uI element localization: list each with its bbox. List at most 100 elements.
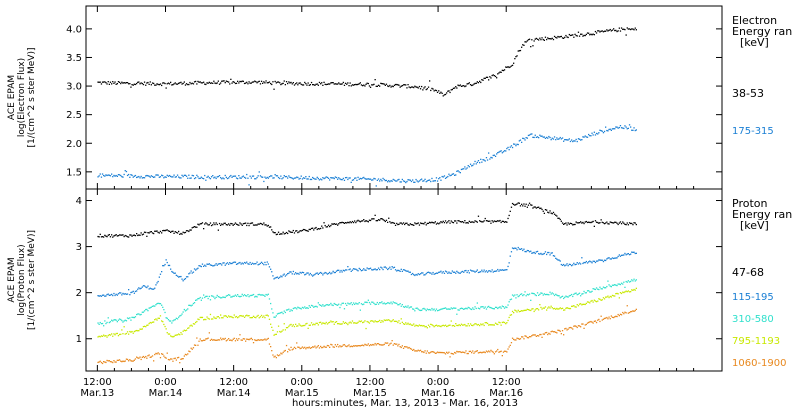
data-point [325, 176, 327, 178]
data-point [379, 302, 381, 304]
data-point [114, 319, 116, 321]
data-point [597, 260, 599, 262]
data-point [538, 335, 540, 337]
data-point [306, 84, 308, 86]
data-point [588, 301, 590, 303]
data-point [314, 273, 316, 276]
data-point [551, 137, 553, 139]
data-point [535, 308, 537, 310]
data-point [139, 83, 141, 85]
data-point [210, 176, 213, 178]
data-point [128, 289, 130, 291]
data-point [618, 27, 620, 29]
data-point [501, 269, 503, 271]
data-point [272, 81, 274, 83]
data-point [389, 221, 391, 223]
data-point [372, 179, 374, 181]
data-point [494, 220, 497, 223]
data-point [427, 222, 430, 224]
data-point [285, 175, 288, 178]
data-point [483, 220, 485, 222]
data-point [374, 79, 376, 81]
data-point [237, 294, 239, 296]
data-point [148, 175, 150, 177]
data-point [297, 84, 299, 86]
data-point [510, 251, 513, 253]
data-point [531, 133, 533, 135]
data-point [362, 344, 364, 346]
data-point [502, 351, 505, 353]
data-point [154, 287, 156, 289]
data-point [223, 315, 225, 317]
legend-entry: 1060-1900 [732, 358, 787, 369]
data-point [158, 302, 160, 305]
data-point [595, 321, 598, 324]
data-point [442, 352, 444, 354]
data-point [348, 269, 350, 271]
data-point [150, 306, 152, 308]
data-point [414, 310, 416, 312]
data-point [384, 319, 386, 322]
data-point [237, 317, 239, 319]
data-point [260, 294, 263, 296]
data-point [228, 177, 230, 179]
data-point [224, 296, 226, 299]
data-point [588, 261, 590, 263]
data-point [492, 74, 494, 76]
data-point [195, 269, 197, 271]
data-point [234, 261, 237, 263]
y-tick-label: 1.5 [66, 167, 82, 178]
data-point [301, 84, 304, 86]
data-point [541, 135, 543, 137]
data-point [501, 355, 503, 357]
data-point [134, 290, 137, 293]
data-point [618, 297, 620, 299]
data-point [240, 295, 242, 297]
data-point [197, 176, 199, 178]
data-point [153, 305, 155, 307]
data-point [413, 181, 415, 183]
data-point [271, 326, 273, 328]
data-point [233, 223, 235, 225]
data-point [469, 221, 472, 223]
data-point [429, 221, 431, 223]
data-point [187, 276, 189, 278]
data-point [617, 30, 619, 32]
data-point [497, 73, 499, 75]
data-point [249, 261, 251, 264]
data-point [217, 339, 219, 341]
data-point [187, 327, 189, 329]
data-point [565, 139, 567, 141]
data-point [408, 271, 410, 273]
data-point [243, 294, 246, 296]
data-point [389, 302, 391, 305]
data-point [484, 217, 486, 220]
data-point [228, 338, 230, 340]
data-point [591, 132, 593, 134]
data-point [606, 29, 608, 31]
data-point [618, 315, 620, 317]
data-point [404, 180, 406, 183]
data-point [559, 260, 561, 262]
data-point [601, 259, 603, 261]
data-point [126, 317, 129, 319]
data-point [418, 224, 421, 226]
data-point [212, 318, 214, 320]
data-point [347, 345, 349, 347]
data-point [447, 221, 449, 223]
data-point [614, 221, 616, 223]
data-point [324, 323, 326, 325]
data-point [543, 252, 545, 255]
data-point [514, 294, 516, 296]
data-point [502, 321, 505, 323]
data-point [433, 180, 435, 182]
data-point [449, 222, 451, 224]
data-point [522, 137, 524, 139]
data-point [542, 307, 544, 309]
data-point [633, 251, 635, 253]
data-point [556, 294, 558, 296]
data-point [406, 222, 408, 224]
data-point [373, 344, 375, 346]
data-point [123, 82, 125, 84]
data-point [557, 295, 559, 297]
